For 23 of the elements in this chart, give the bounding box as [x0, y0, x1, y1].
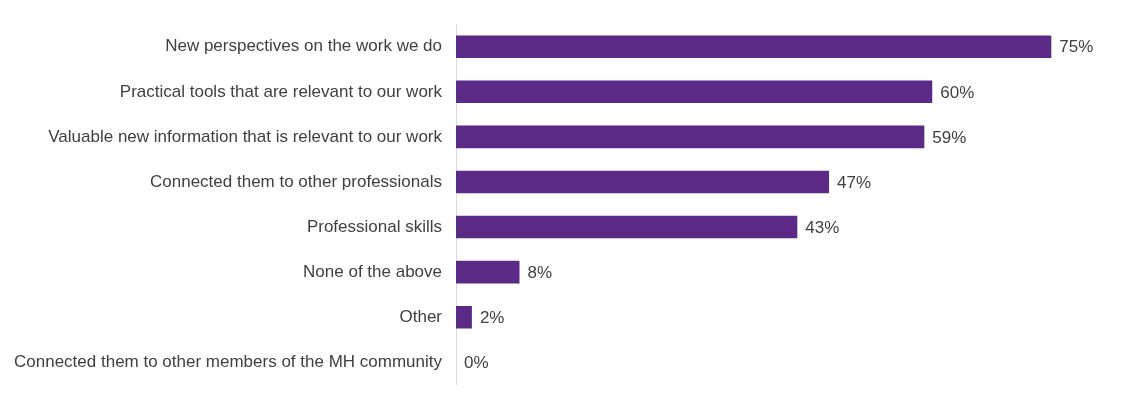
- y-tick-label: Connected them to other members of the MH community: [14, 351, 443, 371]
- data-label: 47%: [837, 172, 872, 192]
- y-tick-label: New perspectives on the work we do: [165, 36, 443, 56]
- bar: [456, 260, 520, 284]
- bar: [456, 170, 830, 194]
- y-tick-label: Professional skills: [306, 216, 443, 236]
- data-label: 60%: [940, 82, 975, 102]
- data-label: 59%: [932, 127, 967, 147]
- bar: [456, 215, 798, 239]
- data-label: 75%: [1059, 37, 1094, 57]
- bar: [456, 305, 472, 329]
- y-tick-label: Other: [399, 306, 443, 326]
- data-label: 8%: [527, 262, 553, 282]
- data-label: 43%: [805, 217, 840, 237]
- bar: [456, 125, 925, 149]
- y-tick-label: None of the above: [303, 261, 443, 281]
- data-label: 0%: [464, 352, 489, 372]
- y-tick-label: Valuable new information that is relevant to our work: [48, 126, 443, 146]
- data-label: 2%: [479, 307, 505, 327]
- y-tick-label: Connected them to other professionals: [150, 171, 443, 191]
- y-tick-label: Practical tools that are relevant to our work: [119, 81, 443, 101]
- bar: [456, 80, 933, 104]
- bar: [456, 35, 1052, 59]
